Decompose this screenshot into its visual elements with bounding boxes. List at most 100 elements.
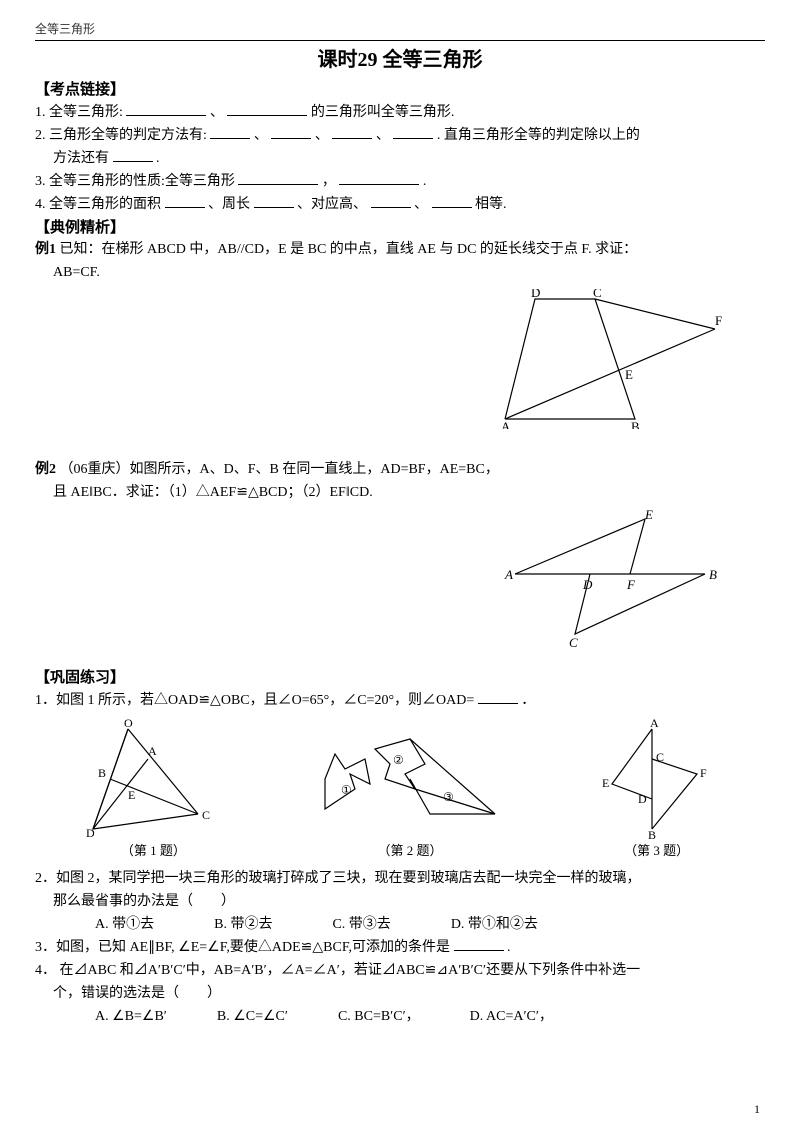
kd3-a: 3. 全等三角形的性质:全等三角形	[35, 174, 235, 189]
lbl-A2: A	[504, 567, 513, 582]
ex2-label: 例2	[35, 462, 56, 477]
figure-2: ① ② ③	[315, 719, 505, 839]
page-title: 课时29 全等三角形	[35, 45, 765, 75]
gg-q4-opts: A. ∠B=∠B′ B. ∠C=∠C′ C. BC=B′C′， D. AC=A′…	[35, 1006, 765, 1027]
header-rule	[35, 40, 765, 41]
kd2-c: 、	[315, 128, 329, 143]
gg-q4: 4． 在⊿ABC 和⊿A′B′C′中，AB=A′B′，∠A=∠A′，若证⊿ABC…	[35, 960, 765, 981]
figure-bowtie: A B E C D F	[495, 509, 725, 649]
ex2-t2: 且 AE‖BC．求证：（1）△AEF≌△BCD；（2）EF‖CD.	[53, 485, 373, 500]
kd4-a: 4. 全等三角形的面积	[35, 197, 161, 212]
kd-4: 4. 全等三角形的面积 、周长 、对应高、 、 相等.	[35, 194, 765, 215]
kd-3: 3. 全等三角形的性质:全等三角形 ， .	[35, 171, 765, 192]
f1-O: O	[124, 719, 133, 730]
blank	[113, 148, 153, 162]
f1-C: C	[202, 808, 210, 822]
f3-E: E	[602, 776, 609, 790]
gg4-a: 4． 在⊿ABC 和⊿A′B′C′中，AB=A′B′，∠A=∠A′，若证⊿ABC…	[35, 963, 640, 978]
lbl-F2: F	[626, 577, 636, 592]
blank	[332, 125, 372, 139]
blank	[339, 171, 419, 185]
cap1: （第 1 题）	[121, 841, 186, 861]
ex2: 例2 （06重庆）如图所示，A、D、F、B 在同一直线上，AD=BF，AE=BC…	[35, 459, 765, 480]
f3-D: D	[638, 792, 647, 806]
lbl-A: A	[501, 419, 511, 429]
blank	[454, 937, 504, 951]
ex1: 例1 已知：在梯形 ABCD 中，AB//CD，E 是 BC 的中点，直线 AE…	[35, 239, 765, 260]
kd2-a: 2. 三角形全等的判定方法有:	[35, 128, 207, 143]
kd1-b: 、	[210, 105, 224, 120]
blank	[393, 125, 433, 139]
ex1-label: 例1	[35, 242, 56, 257]
f1-D: D	[86, 826, 95, 839]
figure-1: O A B C D E	[78, 719, 228, 839]
section-gonggu: 【巩固练习】	[35, 667, 765, 690]
q4-B: B. ∠C=∠C′	[217, 1006, 288, 1027]
f3-B: B	[648, 828, 656, 839]
f1-B: B	[98, 766, 106, 780]
f3-F: F	[700, 766, 707, 780]
kd2-f: 方法还有	[53, 151, 109, 166]
gg1-b: ．	[521, 693, 535, 708]
blank	[238, 171, 318, 185]
ex1-cont: AB=CF.	[35, 262, 765, 283]
ex1-t1: 已知：在梯形 ABCD 中，AB//CD，E 是 BC 的中点，直线 AE 与 …	[60, 242, 638, 257]
kd2-d: 、	[376, 128, 390, 143]
lbl-E2: E	[644, 509, 653, 522]
lbl-C2: C	[569, 635, 578, 649]
f1-A: A	[148, 744, 157, 758]
f2-2: ②	[393, 753, 404, 767]
kd-2-cont: 方法还有 .	[35, 148, 765, 169]
gg2-b: 那么最省事的办法是（ ）	[53, 894, 235, 909]
gg3-a: 3．如图，已知 AE∥BF, ∠E=∠F,要使△ADE≌△BCF,可添加的条件是	[35, 940, 450, 955]
f3-C: C	[656, 750, 664, 764]
gg4-b: 个，错误的选法是（ ）	[53, 986, 221, 1001]
section-dianli: 【典例精析】	[35, 217, 765, 240]
gg3-b: .	[507, 940, 511, 955]
gg-q2: 2．如图 2，某同学把一块三角形的玻璃打碎成了三块，现在要到玻璃店去配一块完全一…	[35, 868, 765, 889]
gg1-a: 1．如图 1 所示，若△OAD≌△OBC，且∠O=65°，∠C=20°，则∠OA…	[35, 693, 474, 708]
blank	[254, 194, 294, 208]
kd2-b: 、	[254, 128, 268, 143]
q2-C: C. 带③去	[332, 914, 390, 935]
blank	[126, 102, 206, 116]
kd1-a: 1. 全等三角形:	[35, 105, 123, 120]
page-number: 1	[754, 1100, 760, 1118]
blank	[371, 194, 411, 208]
gg-q1: 1．如图 1 所示，若△OAD≌△OBC，且∠O=65°，∠C=20°，则∠OA…	[35, 690, 765, 711]
q2-B: B. 带②去	[214, 914, 272, 935]
section-kaodian: 【考点链接】	[35, 79, 765, 102]
lbl-E: E	[625, 367, 633, 382]
lbl-D2: D	[582, 577, 593, 592]
kd4-e: 相等.	[475, 197, 507, 212]
blank	[432, 194, 472, 208]
kd-2: 2. 三角形全等的判定方法有: 、 、 、 . 直角三角形全等的判定除以上的	[35, 125, 765, 146]
blank	[478, 690, 518, 704]
f2-3: ③	[443, 790, 454, 804]
fig1-col: O A B C D E （第 1 题）	[78, 719, 228, 861]
blank	[165, 194, 205, 208]
kd1-c: 的三角形叫全等三角形.	[311, 105, 455, 120]
q4-D: D. AC=A′C′，	[470, 1006, 553, 1027]
lbl-B: B	[631, 419, 640, 429]
gg-q2-opts: A. 带①去 B. 带②去 C. 带③去 D. 带①和②去	[35, 914, 765, 935]
ex1-t2: AB=CF.	[53, 265, 100, 280]
figure-bowtie-wrap: A B E C D F	[35, 509, 765, 649]
figures-row: O A B C D E （第 1 题） ① ② ③ （第 2 题）	[35, 719, 765, 861]
figure-trapezoid: A B C D E F	[475, 289, 725, 429]
blank	[227, 102, 307, 116]
ex2-t1: （06重庆）如图所示，A、D、F、B 在同一直线上，AD=BF，AE=BC，	[60, 462, 499, 477]
blank	[271, 125, 311, 139]
figure-3: A B C D E F	[592, 719, 722, 839]
gg2-a: 2．如图 2，某同学把一块三角形的玻璃打碎成了三块，现在要到玻璃店去配一块完全一…	[35, 871, 641, 886]
q4-A: A. ∠B=∠B′	[95, 1006, 167, 1027]
kd4-d: 、	[414, 197, 428, 212]
doc-header: 全等三角形	[35, 20, 765, 38]
gg-q3: 3．如图，已知 AE∥BF, ∠E=∠F,要使△ADE≌△BCF,可添加的条件是…	[35, 937, 765, 958]
lbl-F: F	[715, 313, 722, 328]
fig3-col: A B C D E F （第 3 题）	[592, 719, 722, 861]
f1-E: E	[128, 788, 135, 802]
fig2-col: ① ② ③ （第 2 题）	[315, 719, 505, 861]
blank	[210, 125, 250, 139]
lbl-D: D	[531, 289, 540, 300]
